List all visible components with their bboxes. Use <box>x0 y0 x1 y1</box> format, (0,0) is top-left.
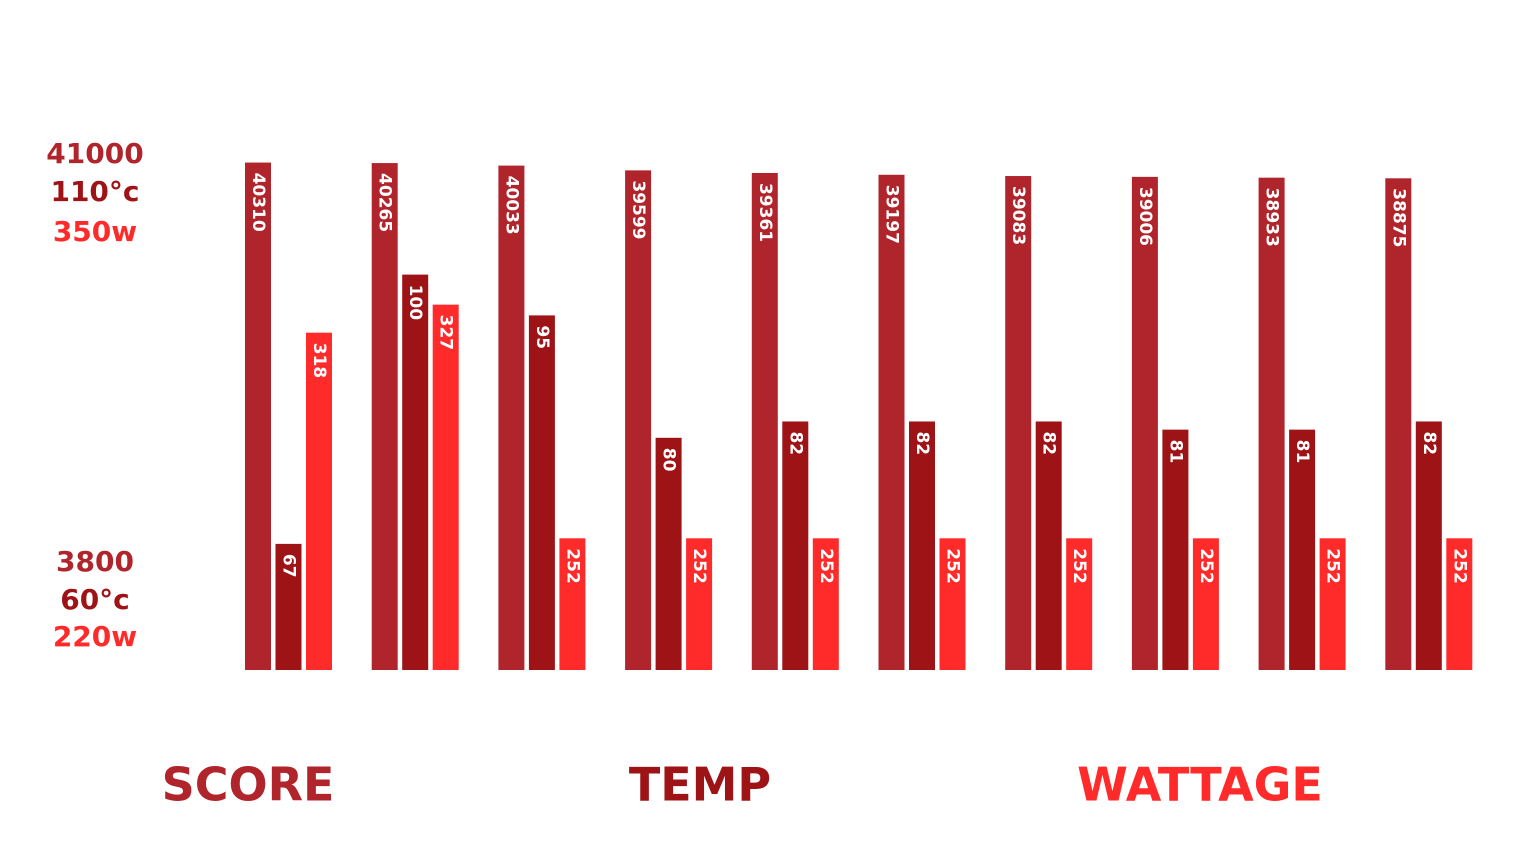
value-label: 39361 <box>755 183 775 242</box>
bar <box>909 421 935 670</box>
value-label: 40033 <box>501 176 521 235</box>
bar <box>498 165 525 670</box>
bar <box>655 437 682 670</box>
bar <box>1192 538 1219 670</box>
value-label: 252 <box>689 548 709 584</box>
value-label: 252 <box>562 548 582 584</box>
bar <box>1385 178 1412 670</box>
bar <box>1319 538 1346 670</box>
bar <box>1446 538 1473 670</box>
value-label: 252 <box>1196 548 1216 584</box>
value-label: 82 <box>1419 431 1439 455</box>
y-tick-label: 3800 <box>56 545 134 578</box>
value-label: 252 <box>1323 548 1343 584</box>
value-label: 95 <box>532 325 552 349</box>
value-label: 252 <box>816 548 836 584</box>
value-label: 39197 <box>882 185 902 244</box>
value-label: 39599 <box>628 180 648 239</box>
value-label: 318 <box>309 343 329 379</box>
bar <box>1131 176 1158 670</box>
value-label: 252 <box>1069 548 1089 584</box>
value-label: 82 <box>785 431 805 455</box>
y-tick-label: 110°c <box>50 175 139 208</box>
y-tick-label: 350w <box>53 215 137 248</box>
legend-label: TEMP <box>629 758 771 812</box>
y-tick-label: 60°c <box>60 583 130 616</box>
bar <box>245 162 271 670</box>
value-label: 82 <box>1039 431 1059 455</box>
bar <box>559 538 586 670</box>
bar <box>1162 429 1189 670</box>
value-label: 80 <box>659 448 679 472</box>
value-label: 100 <box>405 285 425 321</box>
bar <box>878 174 905 670</box>
bar <box>1066 538 1093 670</box>
value-label: 81 <box>1165 440 1185 464</box>
bar <box>782 421 809 670</box>
y-tick-label: 41000 <box>46 137 143 170</box>
bar <box>625 170 652 671</box>
bar <box>528 315 555 670</box>
value-label: 40265 <box>375 173 395 232</box>
bar <box>1289 429 1316 670</box>
bar <box>1415 421 1442 670</box>
value-label: 252 <box>1449 548 1469 584</box>
bar <box>939 538 966 670</box>
value-label: 38875 <box>1388 188 1408 247</box>
value-label: 40310 <box>248 173 268 232</box>
bar <box>812 538 839 670</box>
value-label: 38933 <box>1262 188 1282 247</box>
bar <box>1035 421 1062 670</box>
bar <box>371 163 398 671</box>
value-label: 327 <box>436 315 456 351</box>
bar <box>686 538 713 670</box>
bar <box>1005 176 1032 671</box>
bar <box>402 274 429 670</box>
value-label: 39006 <box>1135 187 1155 246</box>
value-label: 81 <box>1292 440 1312 464</box>
bar <box>751 172 778 670</box>
bar <box>1258 177 1285 670</box>
legend-label: WATTAGE <box>1077 758 1323 812</box>
value-label: 252 <box>943 548 963 584</box>
value-label: 82 <box>912 431 932 455</box>
y-tick-label: 220w <box>53 620 137 653</box>
value-label: 39083 <box>1008 186 1028 245</box>
bar <box>432 304 459 670</box>
bar <box>275 543 302 670</box>
value-label: 67 <box>279 554 299 578</box>
bar <box>306 332 332 670</box>
legend-label: SCORE <box>162 758 335 812</box>
